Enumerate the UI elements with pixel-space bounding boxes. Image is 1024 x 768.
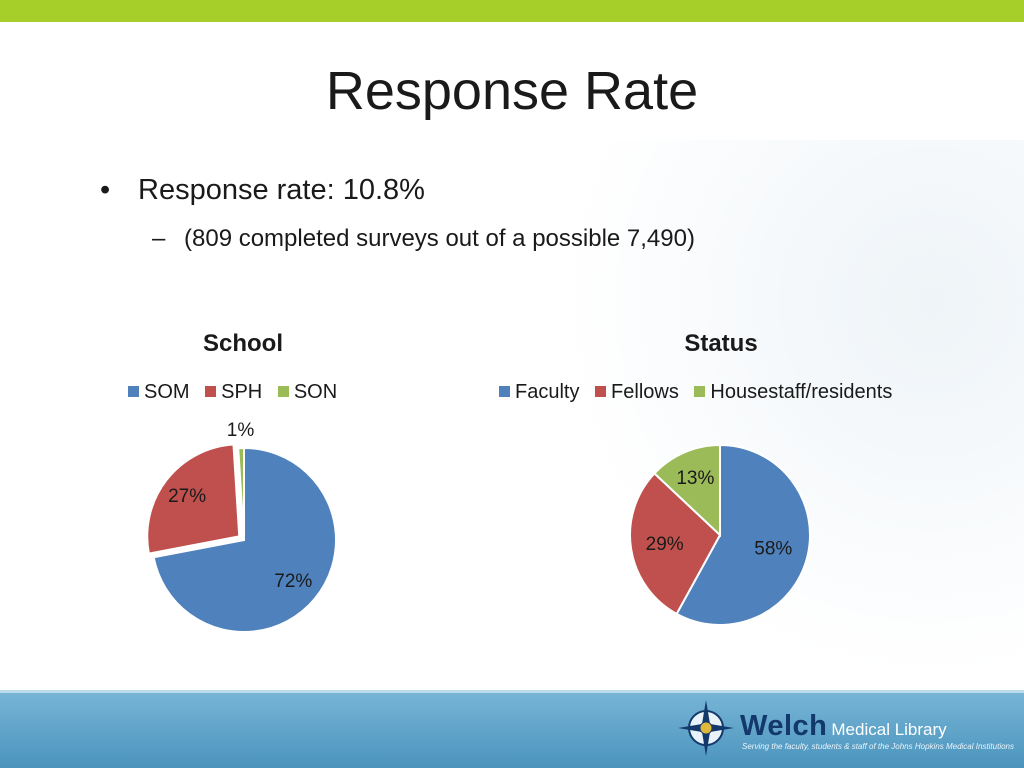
legend-label: Housestaff/residents (710, 381, 893, 403)
legend-label: Fellows (611, 381, 679, 403)
sub-bullet-glyph: – (152, 225, 166, 252)
pie-slice-housestaff-residents (652, 443, 721, 538)
bullet-glyph: • (100, 174, 111, 206)
bullet-response-rate: • Response rate: 10.8% (100, 172, 425, 208)
sub-bullet-text: (809 completed surveys out of a possible… (184, 225, 695, 252)
legend-swatch (205, 386, 217, 397)
legend-swatch (694, 386, 706, 397)
legend-swatch (128, 386, 139, 397)
legend-item: SPH (205, 381, 262, 404)
pie-slice-faculty (675, 443, 811, 626)
brand-tagline: Serving the faculty, students & staff of… (742, 742, 1014, 751)
legend-swatch (499, 386, 510, 397)
legend-swatch (277, 386, 289, 397)
bullet-text: Response rate: 10.8% (138, 174, 425, 206)
legend-item: Fellows (595, 381, 679, 404)
chart-title-status: Status (684, 330, 758, 357)
brand-name: Welch (740, 710, 828, 742)
brand-suffix: Medical Library (831, 720, 947, 739)
footer-band (0, 690, 1024, 768)
data-label: 72% (274, 571, 312, 592)
data-label: 29% (646, 534, 684, 555)
legend-label: SON (293, 381, 338, 403)
data-label: 1% (227, 420, 255, 441)
data-label: 27% (168, 486, 206, 507)
data-label: 13% (676, 468, 714, 489)
data-label: 58% (754, 539, 792, 560)
legend-item: Housestaff/residents (694, 381, 892, 404)
pie-slice-sph (146, 443, 241, 555)
footer-divider (0, 690, 1024, 693)
pie-chart-school: 72% 27% 1% (146, 420, 337, 633)
legend-label: SPH (221, 381, 263, 403)
legend-swatch (595, 386, 607, 397)
legend-school: SOM SPH SON (128, 381, 347, 404)
legend-item: SOM (128, 381, 190, 404)
welch-logo: Welch Medical Library (740, 710, 947, 743)
slide-title: Response Rate (325, 61, 699, 121)
compass-rose-icon (678, 700, 734, 756)
legend-status: Faculty Fellows Housestaff/residents (499, 381, 902, 404)
chart-title-school: School (202, 330, 283, 357)
pie-slice-fellows (629, 471, 722, 616)
legend-label: SOM (144, 381, 190, 403)
top-accent-bar (0, 0, 1024, 22)
legend-item: SON (277, 381, 338, 404)
legend-label: Faculty (515, 381, 580, 403)
pie-chart-status: 58% 29% 13% (629, 443, 811, 626)
pie-slice-son (237, 446, 245, 541)
sub-bullet-completed-surveys: – (809 completed surveys out of a possibl… (152, 224, 695, 254)
legend-item: Faculty (499, 381, 579, 404)
